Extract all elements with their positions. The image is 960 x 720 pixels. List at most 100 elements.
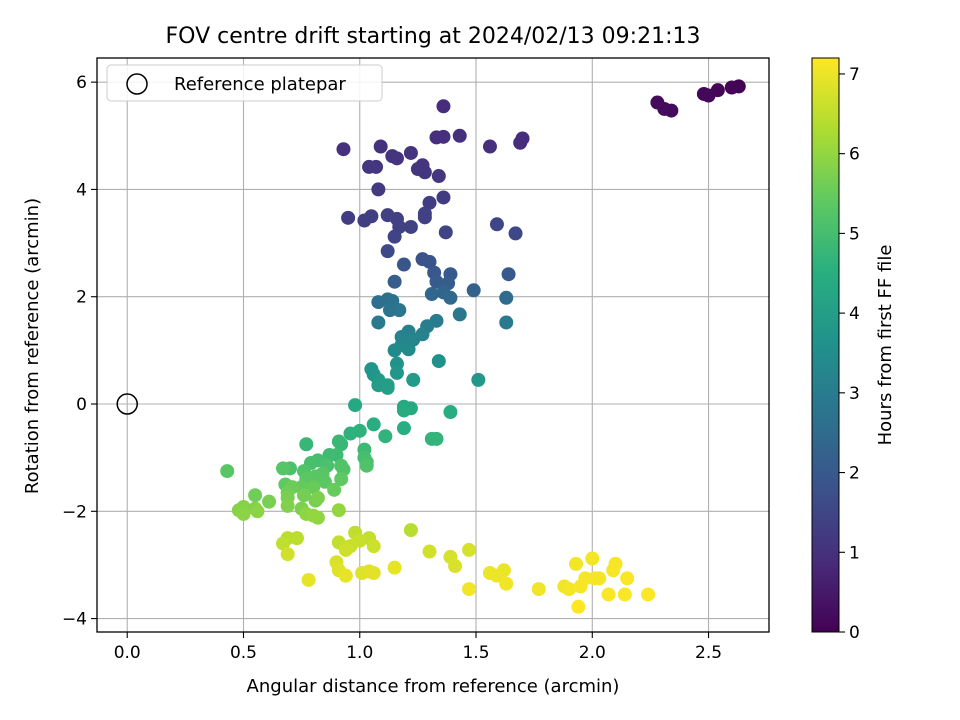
- data-point: [620, 571, 635, 586]
- data-point: [436, 129, 451, 144]
- data-point: [443, 405, 458, 420]
- colorbar-tick-label: 2: [849, 464, 860, 484]
- plot-frame: [96, 57, 770, 633]
- y-tick-label: 4: [76, 180, 87, 200]
- data-point: [431, 354, 446, 369]
- data-point: [436, 190, 451, 205]
- data-point: [338, 568, 353, 583]
- data-point: [366, 417, 381, 432]
- y-tick-label: −2: [62, 502, 87, 522]
- data-point: [562, 582, 577, 597]
- data-point: [431, 169, 446, 184]
- x-tick-label: 2.0: [579, 643, 606, 663]
- x-tick-label: 1.0: [346, 643, 373, 663]
- data-point: [220, 464, 235, 479]
- data-point: [499, 576, 514, 591]
- data-point: [403, 219, 418, 234]
- data-point: [462, 582, 477, 597]
- data-point: [471, 372, 486, 387]
- data-point: [571, 599, 586, 614]
- data-point: [496, 563, 511, 578]
- colorbar-gradient: [811, 57, 840, 633]
- data-point: [387, 274, 402, 289]
- data-point: [641, 587, 656, 602]
- data-point: [338, 542, 353, 557]
- data-point: [389, 151, 404, 166]
- data-point: [499, 315, 514, 330]
- y-tick-label: 2: [76, 288, 87, 308]
- x-tick-label: 0.0: [114, 643, 141, 663]
- data-point: [601, 587, 616, 602]
- x-axis-ticks: 0.0 0.5 1.0 1.5 2.0 2.5: [114, 632, 722, 663]
- data-point: [380, 244, 395, 259]
- data-point: [396, 421, 411, 436]
- data-point: [280, 547, 295, 562]
- data-point: [378, 429, 393, 444]
- legend: Reference platepar: [106, 64, 383, 102]
- reference-marker-group: [116, 393, 138, 415]
- data-point: [438, 225, 453, 240]
- data-point: [301, 572, 316, 587]
- x-tick-label: 2.5: [695, 643, 722, 663]
- x-tick-label: 0.5: [230, 643, 257, 663]
- data-point: [236, 506, 251, 521]
- data-point: [341, 210, 356, 225]
- colorbar-tick-label: 4: [849, 304, 860, 324]
- legend-reference-marker-icon: [126, 73, 148, 95]
- data-point: [429, 274, 444, 289]
- data-point: [276, 461, 291, 476]
- data-point: [429, 431, 444, 446]
- data-point: [617, 587, 632, 602]
- data-point: [248, 488, 263, 503]
- y-axis-label: Rotation from reference (arcmin): [22, 198, 43, 494]
- x-tick-label: 1.5: [462, 643, 489, 663]
- y-tick-label: 0: [76, 395, 87, 415]
- data-point: [289, 531, 304, 546]
- data-point: [310, 490, 325, 505]
- data-point: [569, 556, 584, 571]
- data-point: [331, 503, 346, 518]
- data-point: [482, 139, 497, 154]
- data-point: [366, 539, 381, 554]
- data-point: [396, 403, 411, 418]
- data-point: [317, 474, 332, 489]
- reference-platepar-marker: [116, 393, 138, 415]
- colorbar-tick-label: 5: [849, 224, 860, 244]
- scatter-points: [220, 79, 746, 614]
- data-point: [250, 504, 265, 519]
- data-point: [436, 99, 451, 114]
- data-point: [508, 226, 523, 241]
- data-point: [452, 128, 467, 143]
- plot-area: [96, 57, 770, 633]
- data-point: [299, 437, 314, 452]
- data-point: [499, 290, 514, 305]
- data-point: [389, 365, 404, 380]
- data-point: [380, 380, 395, 395]
- data-point: [336, 142, 351, 157]
- colorbar-tick-label: 7: [849, 65, 860, 85]
- colorbar-tick-label: 0: [849, 623, 860, 643]
- data-point: [392, 303, 407, 318]
- data-point: [424, 287, 439, 302]
- colorbar: 0 1 2 3 4 5 6 7 Hours from first FF file: [811, 57, 896, 643]
- data-point: [513, 135, 528, 150]
- data-point: [334, 437, 349, 452]
- data-point: [417, 206, 432, 221]
- data-point: [387, 560, 402, 575]
- data-point: [276, 536, 291, 551]
- data-point: [371, 315, 386, 330]
- y-axis-ticks: −4 −2 0 2 4 6: [62, 73, 97, 630]
- data-point: [371, 182, 386, 197]
- data-point: [406, 372, 421, 387]
- data-point: [348, 398, 363, 413]
- data-point: [403, 145, 418, 160]
- data-point: [352, 423, 367, 438]
- data-point: [650, 95, 665, 110]
- data-point: [422, 195, 437, 210]
- data-point: [327, 482, 342, 497]
- data-point: [531, 582, 546, 597]
- data-point: [387, 343, 402, 358]
- data-point: [306, 480, 321, 495]
- colorbar-ticks: 0 1 2 3 4 5 6 7: [839, 65, 860, 643]
- data-point: [585, 551, 600, 566]
